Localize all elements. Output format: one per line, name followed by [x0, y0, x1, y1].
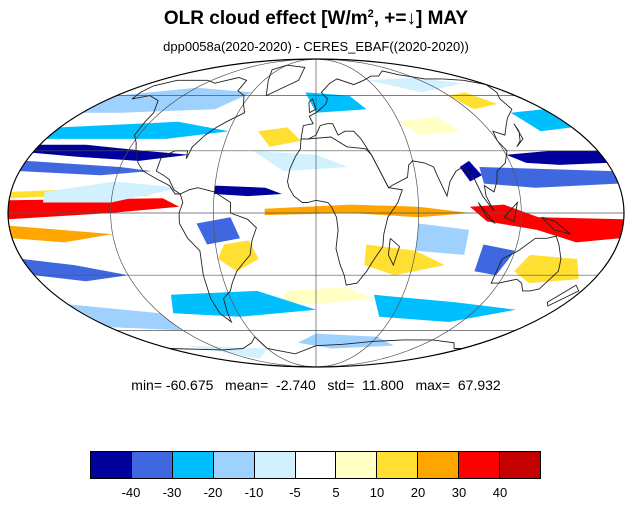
colorbar-tick-label: 10	[369, 485, 385, 500]
field-patch	[305, 92, 367, 113]
coastline	[546, 284, 580, 307]
title-text: OLR cloud effect [W/m	[163, 8, 368, 29]
title-superscript: 2	[367, 8, 374, 20]
field-patch	[415, 223, 470, 255]
colorbar-tick-label: 40	[492, 485, 508, 500]
graticule	[8, 59, 624, 367]
field-patch	[42, 181, 182, 203]
field-patch	[364, 244, 445, 276]
field-patch	[171, 290, 316, 317]
coastline	[178, 187, 257, 324]
field-patch	[297, 333, 395, 349]
field-patch	[506, 150, 608, 165]
field-patch	[22, 259, 129, 282]
colorbar-swatch	[418, 452, 460, 478]
coastline	[300, 70, 513, 212]
colorbar-swatch	[254, 452, 296, 478]
colorbar-swatch	[91, 452, 132, 478]
coastline	[490, 235, 562, 292]
colorbar-swatch	[213, 452, 255, 478]
coastlines	[131, 64, 580, 355]
field-patch	[459, 160, 482, 182]
field-patch	[510, 109, 573, 132]
field-patch	[258, 127, 301, 147]
coastline	[387, 237, 401, 267]
field-patch	[448, 92, 498, 110]
title-suffix: , +=↓] MAY	[373, 8, 469, 29]
field-patch	[67, 304, 184, 331]
figure-subtitle: dpp0058a(2020-2020) - CERES_EBAF((2020-2…	[163, 39, 469, 54]
field-patch	[368, 77, 464, 93]
colorbar-swatch	[131, 452, 173, 478]
figure-title: OLR cloud effect [W/m2, +=↓] MAY	[0, 8, 632, 30]
colorbar-swatch	[377, 452, 419, 478]
colorbar-tick-label: -30	[162, 485, 182, 500]
statistics-line: min= -60.675 mean= -2.740 std= 11.800 ma…	[131, 377, 501, 393]
colorbar	[90, 451, 541, 479]
colorbar-tick-label: -5	[289, 485, 301, 500]
field-patch	[214, 185, 282, 197]
field-patch	[32, 144, 190, 161]
coastline	[131, 77, 248, 195]
coastline	[169, 336, 463, 355]
colorbar-tick-label: 20	[410, 485, 426, 500]
field-patch	[253, 150, 349, 172]
field-patch	[82, 87, 253, 113]
coastline	[513, 123, 524, 148]
field-patch	[281, 287, 373, 305]
coastline	[265, 64, 306, 97]
field-patch	[9, 225, 113, 243]
coastline	[503, 201, 519, 223]
field-patch	[185, 345, 268, 359]
field-patch	[196, 217, 240, 245]
colorbar-swatch	[295, 452, 337, 478]
colorbar-tick-label: 30	[451, 485, 467, 500]
field-patch	[374, 294, 516, 322]
colorbar-tick-label: -40	[121, 485, 141, 500]
colorbar-swatch	[172, 452, 214, 478]
field-patch	[474, 244, 516, 276]
field-patch	[46, 121, 229, 139]
colorbar-swatch	[459, 452, 501, 478]
map-border	[7, 58, 625, 368]
colorbar-tick-label: 5	[332, 485, 340, 500]
coastline	[541, 216, 571, 235]
colorbar-tick-label: -10	[244, 485, 264, 500]
colorbar-swatch	[500, 452, 540, 478]
coastline	[308, 98, 317, 114]
field-patch	[8, 198, 180, 220]
field-patch	[398, 116, 461, 136]
colorbar-swatch	[336, 452, 378, 478]
coastline	[477, 202, 496, 224]
field-patch	[218, 240, 259, 272]
colorbar-tick-label: -20	[203, 485, 223, 500]
field-patch	[469, 204, 624, 243]
field-patch	[514, 254, 579, 284]
